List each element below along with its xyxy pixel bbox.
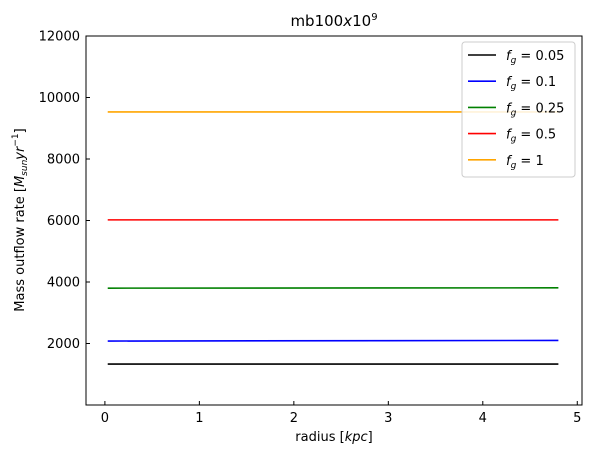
chart-title: mb100x109	[290, 12, 377, 30]
axis-ticks: 0 1 2 3 4 5 2000 4000 6000 8000 10000 12000	[39, 30, 582, 427]
legend-box	[461, 41, 576, 178]
y-tick-label: 8000	[47, 153, 80, 168]
x-tick-label: 5	[573, 411, 581, 426]
x-tick-label: 0	[101, 411, 109, 426]
legend-label-4: fg = 1	[506, 154, 544, 171]
y-tick-label: 2000	[47, 337, 80, 352]
legend-label-3: fg = 0.5	[506, 128, 556, 145]
legend-label-2: fg = 0.25	[506, 101, 564, 118]
y-tick-label: 12000	[39, 30, 80, 45]
y-tick-label: 10000	[39, 91, 80, 106]
x-tick-label: 3	[384, 411, 392, 426]
x-tick-label: 2	[290, 411, 298, 426]
legend-label-1: fg = 0.1	[506, 75, 556, 92]
x-tick-label: 1	[195, 411, 203, 426]
y-tick-label: 4000	[47, 276, 80, 291]
y-tick-label: 6000	[47, 214, 80, 229]
x-axis-label: radius [kpc]	[295, 430, 372, 445]
x-tick-label: 4	[479, 411, 487, 426]
series-line-1	[107, 339, 559, 342]
legend: fg = 0.05 fg = 0.1 fg = 0.25 fg = 0.5 fg = 1	[461, 41, 576, 178]
y-axis-label: Mass outflow rate [Msunyr−1]	[11, 128, 30, 311]
legend-label-0: fg = 0.05	[506, 49, 564, 66]
